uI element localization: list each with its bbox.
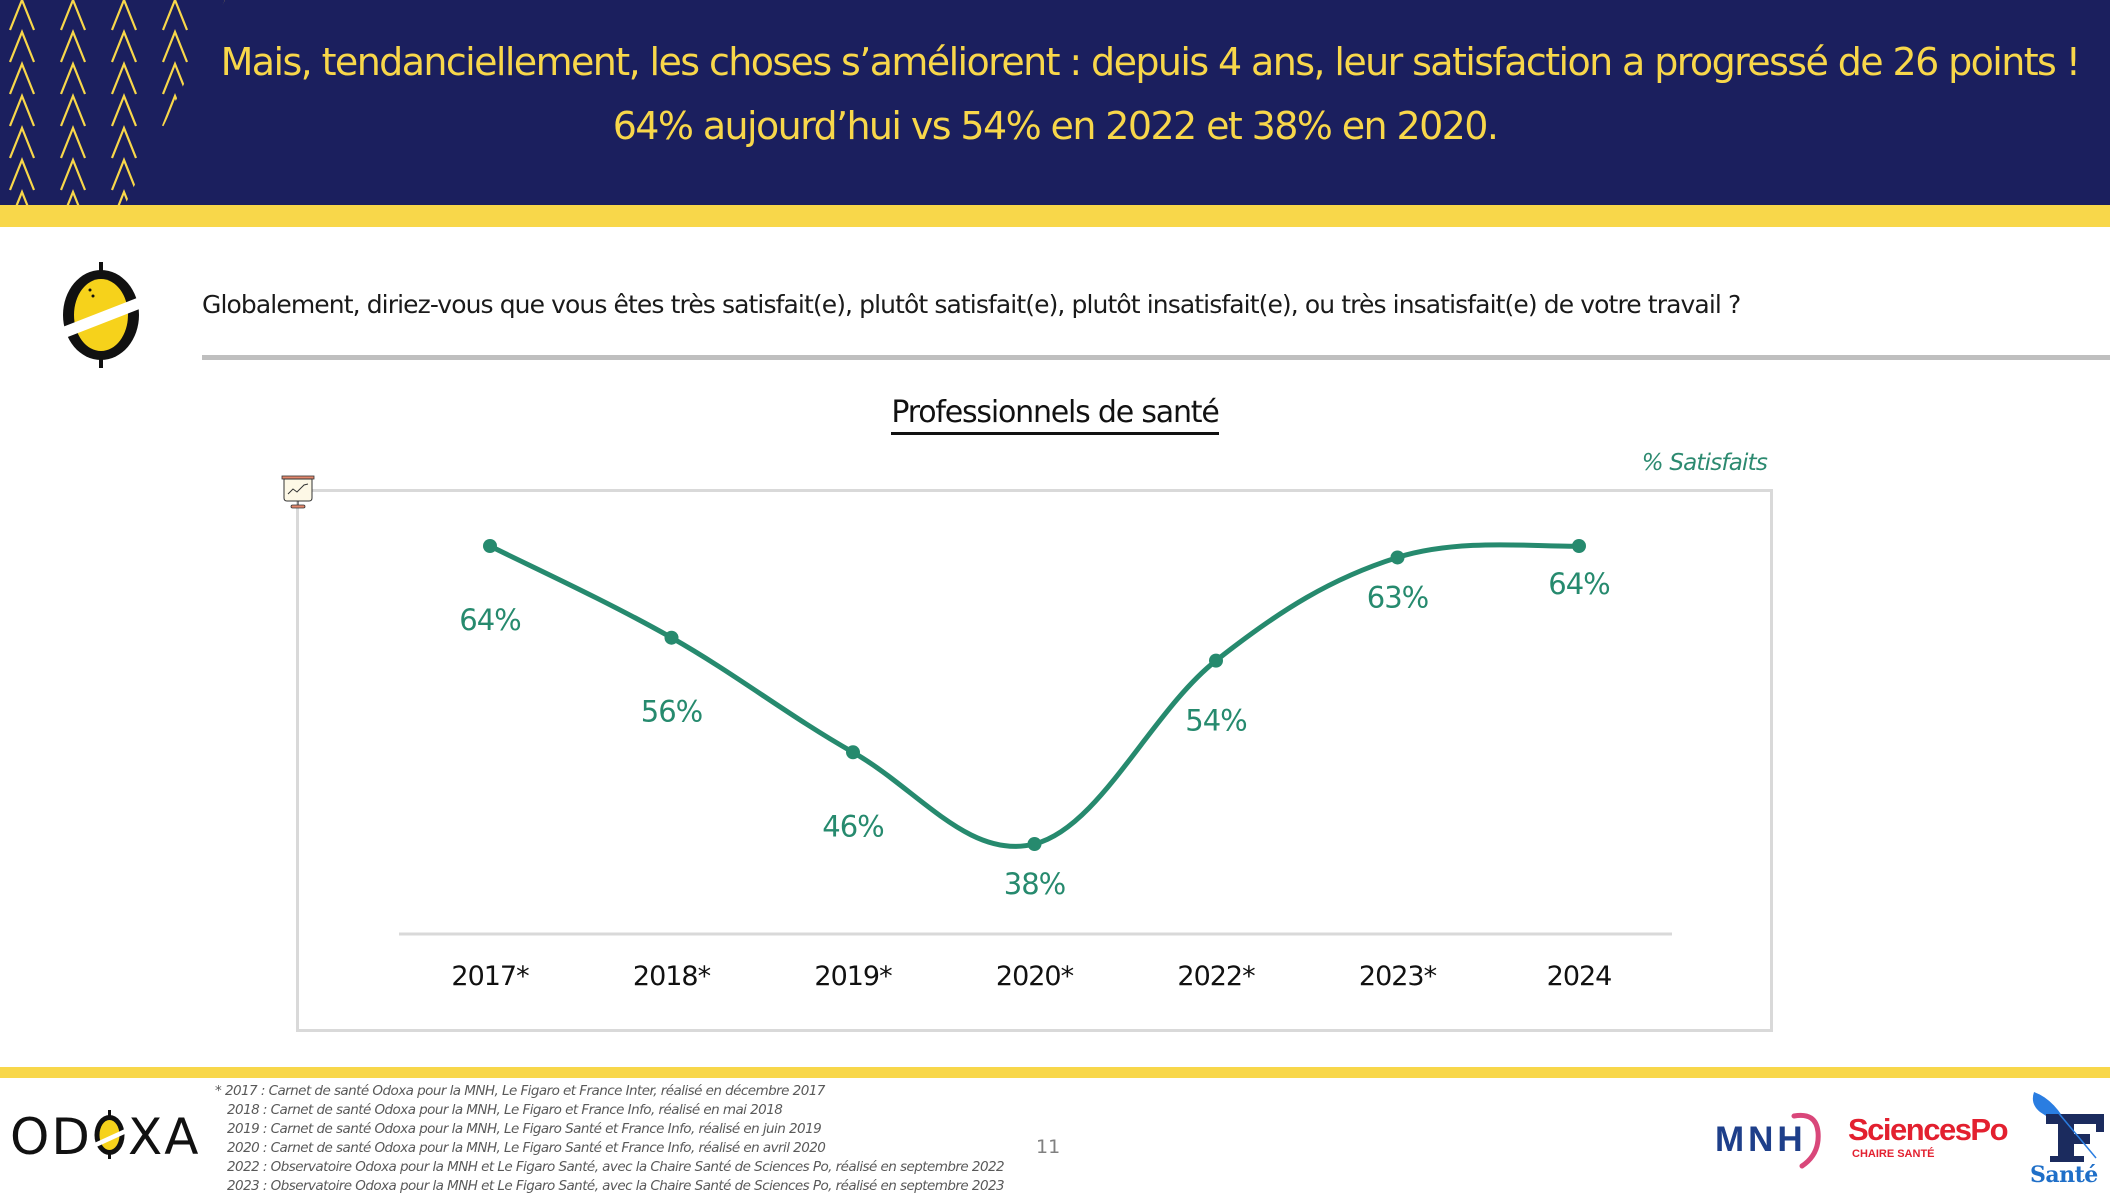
data-label: 54% xyxy=(1185,704,1246,738)
data-point xyxy=(483,539,497,553)
data-label: 64% xyxy=(1548,567,1609,601)
herringbone-pattern-icon xyxy=(8,0,225,205)
chart-frame xyxy=(296,489,1773,1032)
footnote: 2020 : Carnet de santé Odoxa pour la MNH… xyxy=(227,1140,826,1156)
x-tick-label: 2018* xyxy=(633,961,711,992)
footnote: * 2017 : Carnet de santé Odoxa pour la M… xyxy=(215,1083,825,1099)
chart-title: Professionnels de santé xyxy=(0,395,2110,435)
question-divider xyxy=(202,355,2110,360)
data-label: 46% xyxy=(822,809,883,843)
data-label: 64% xyxy=(459,603,520,637)
x-tick-label: 2024 xyxy=(1547,961,1612,992)
sciencespo-name: SciencesPo xyxy=(1848,1112,2009,1147)
svg-text:OD: OD xyxy=(10,1108,92,1160)
footnote: 2018 : Carnet de santé Odoxa pour la MNH… xyxy=(227,1102,783,1118)
data-point xyxy=(664,630,679,645)
figaro-logo-icon xyxy=(2032,1092,2104,1162)
series-unit-label: % Satisfaits xyxy=(1641,450,1768,476)
mnh-logo: MNH xyxy=(1715,1120,1807,1159)
sciencespo-logo: SciencesPo CHAIRE SANTÉ xyxy=(1848,1112,2009,1164)
data-label: 56% xyxy=(641,695,702,729)
mnh-arc-icon xyxy=(1791,1112,1821,1169)
x-tick-label: 2022* xyxy=(1177,961,1255,992)
data-label: 63% xyxy=(1367,580,1428,614)
x-tick-label: 2020* xyxy=(996,961,1074,992)
survey-question: Globalement, diriez-vous que vous êtes t… xyxy=(202,290,1741,319)
footnote: 2023 : Observatoire Odoxa pour la MNH et… xyxy=(227,1178,1005,1194)
svg-text:XA: XA xyxy=(128,1108,200,1160)
page-number: 11 xyxy=(1036,1136,1061,1158)
footnote: 2022 : Observatoire Odoxa pour la MNH et… xyxy=(227,1159,1005,1175)
x-tick-label: 2023* xyxy=(1359,961,1437,992)
headline-line-1: Mais, tendanciellement, les choses s’amé… xyxy=(220,40,2081,84)
data-label: 38% xyxy=(1004,867,1065,901)
x-tick-label: 2017* xyxy=(451,961,529,992)
odoxa-question-icon xyxy=(60,262,142,368)
data-point xyxy=(1572,539,1586,553)
sciencespo-subtitle: CHAIRE SANTÉ xyxy=(1852,1148,1935,1160)
footnotes: * 2017 : Carnet de santé Odoxa pour la M… xyxy=(215,1082,1005,1196)
data-point xyxy=(1390,550,1405,565)
chart-title-text: Professionnels de santé xyxy=(891,395,1220,435)
header-yellow-stripe xyxy=(0,205,2110,227)
x-tick-label: 2019* xyxy=(814,961,892,992)
figaro-sante-label: Santé xyxy=(2030,1162,2098,1188)
footnote: 2019 : Carnet de santé Odoxa pour la MNH… xyxy=(227,1121,822,1137)
data-point xyxy=(1027,837,1042,851)
data-point xyxy=(1209,653,1223,668)
footer-yellow-stripe xyxy=(0,1067,2110,1078)
odoxa-logo: OD XA xyxy=(10,1108,200,1160)
headline-line-2: 64% aujourd’hui vs 54% en 2022 et 38% en… xyxy=(612,104,1499,148)
header-banner: Mais, tendanciellement, les choses s’amé… xyxy=(0,0,2110,205)
data-point xyxy=(846,745,860,760)
presentation-chart-icon xyxy=(281,475,315,509)
